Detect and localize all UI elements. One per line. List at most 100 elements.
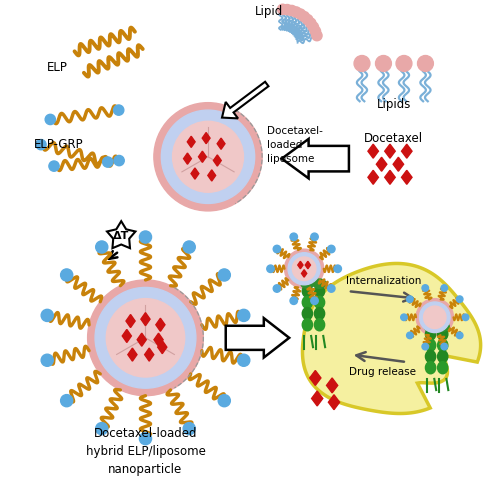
Text: Docetaxel-loaded
hybrid ELP/liposome
nanoparticle: Docetaxel-loaded hybrid ELP/liposome nan…	[86, 427, 206, 477]
Ellipse shape	[426, 361, 436, 374]
Circle shape	[162, 110, 254, 204]
Polygon shape	[158, 341, 167, 354]
Polygon shape	[198, 151, 206, 162]
Ellipse shape	[314, 319, 324, 331]
Circle shape	[406, 332, 413, 339]
Circle shape	[328, 285, 335, 292]
Polygon shape	[122, 329, 132, 343]
Circle shape	[308, 22, 318, 32]
Ellipse shape	[302, 285, 312, 297]
Circle shape	[286, 5, 297, 16]
Circle shape	[49, 161, 59, 171]
Polygon shape	[188, 136, 195, 147]
Circle shape	[288, 252, 320, 285]
Polygon shape	[310, 371, 321, 385]
Circle shape	[183, 241, 196, 253]
Ellipse shape	[314, 285, 324, 297]
Polygon shape	[368, 144, 378, 158]
Circle shape	[278, 4, 288, 14]
Circle shape	[41, 309, 54, 322]
Polygon shape	[305, 261, 310, 269]
Text: ELP: ELP	[46, 60, 68, 74]
Circle shape	[310, 26, 320, 36]
Circle shape	[88, 280, 204, 396]
Circle shape	[273, 245, 280, 253]
Circle shape	[291, 7, 302, 17]
Circle shape	[282, 4, 292, 15]
Circle shape	[95, 288, 196, 388]
Polygon shape	[384, 144, 395, 158]
Circle shape	[376, 56, 392, 72]
Polygon shape	[156, 318, 165, 331]
Circle shape	[299, 12, 310, 22]
Circle shape	[441, 285, 448, 291]
Text: Drug release: Drug release	[349, 367, 416, 377]
Circle shape	[292, 257, 316, 280]
Ellipse shape	[314, 308, 324, 320]
Ellipse shape	[426, 339, 436, 351]
Circle shape	[311, 233, 318, 240]
Ellipse shape	[438, 350, 448, 362]
Circle shape	[60, 395, 72, 407]
Circle shape	[328, 245, 335, 253]
Polygon shape	[326, 378, 338, 393]
Polygon shape	[393, 157, 404, 171]
Circle shape	[456, 332, 463, 339]
Circle shape	[154, 103, 262, 211]
Circle shape	[302, 14, 313, 25]
Circle shape	[416, 299, 454, 336]
Circle shape	[106, 299, 184, 377]
Circle shape	[102, 157, 113, 167]
Text: Internalization: Internalization	[346, 276, 421, 286]
Polygon shape	[107, 221, 136, 248]
Circle shape	[60, 269, 72, 281]
Circle shape	[218, 395, 230, 407]
Circle shape	[183, 422, 196, 435]
Polygon shape	[144, 348, 154, 361]
Ellipse shape	[313, 279, 326, 288]
Ellipse shape	[302, 308, 312, 320]
Polygon shape	[184, 153, 192, 164]
Circle shape	[396, 56, 412, 72]
Text: Docetaxel: Docetaxel	[364, 132, 424, 144]
Ellipse shape	[438, 361, 448, 374]
Polygon shape	[376, 157, 387, 171]
Text: Docetaxel-
loaded
liposome: Docetaxel- loaded liposome	[267, 126, 322, 164]
Text: Lipid: Lipid	[254, 5, 283, 18]
Polygon shape	[128, 348, 137, 361]
Ellipse shape	[438, 328, 448, 340]
Text: Lipids: Lipids	[376, 98, 411, 111]
Polygon shape	[226, 318, 289, 358]
Circle shape	[354, 56, 370, 72]
Polygon shape	[298, 261, 303, 269]
Polygon shape	[202, 132, 210, 144]
Circle shape	[140, 231, 151, 243]
Circle shape	[441, 343, 448, 350]
Ellipse shape	[301, 279, 314, 288]
Ellipse shape	[302, 319, 312, 331]
Polygon shape	[191, 168, 199, 179]
Circle shape	[114, 156, 124, 166]
Polygon shape	[328, 395, 340, 409]
Circle shape	[296, 9, 306, 19]
Circle shape	[418, 56, 434, 72]
Circle shape	[290, 233, 298, 240]
Polygon shape	[384, 170, 395, 184]
Circle shape	[218, 269, 230, 281]
Polygon shape	[402, 144, 412, 158]
Polygon shape	[402, 170, 412, 184]
Circle shape	[172, 121, 244, 192]
Polygon shape	[154, 333, 163, 346]
Polygon shape	[368, 170, 378, 184]
Circle shape	[420, 302, 450, 333]
Polygon shape	[141, 312, 150, 326]
Circle shape	[140, 432, 151, 444]
Circle shape	[96, 241, 108, 253]
Circle shape	[267, 265, 274, 273]
Circle shape	[284, 249, 324, 288]
Ellipse shape	[426, 328, 436, 340]
Polygon shape	[312, 391, 323, 406]
Ellipse shape	[302, 296, 312, 309]
Ellipse shape	[424, 322, 437, 331]
Circle shape	[96, 422, 108, 435]
